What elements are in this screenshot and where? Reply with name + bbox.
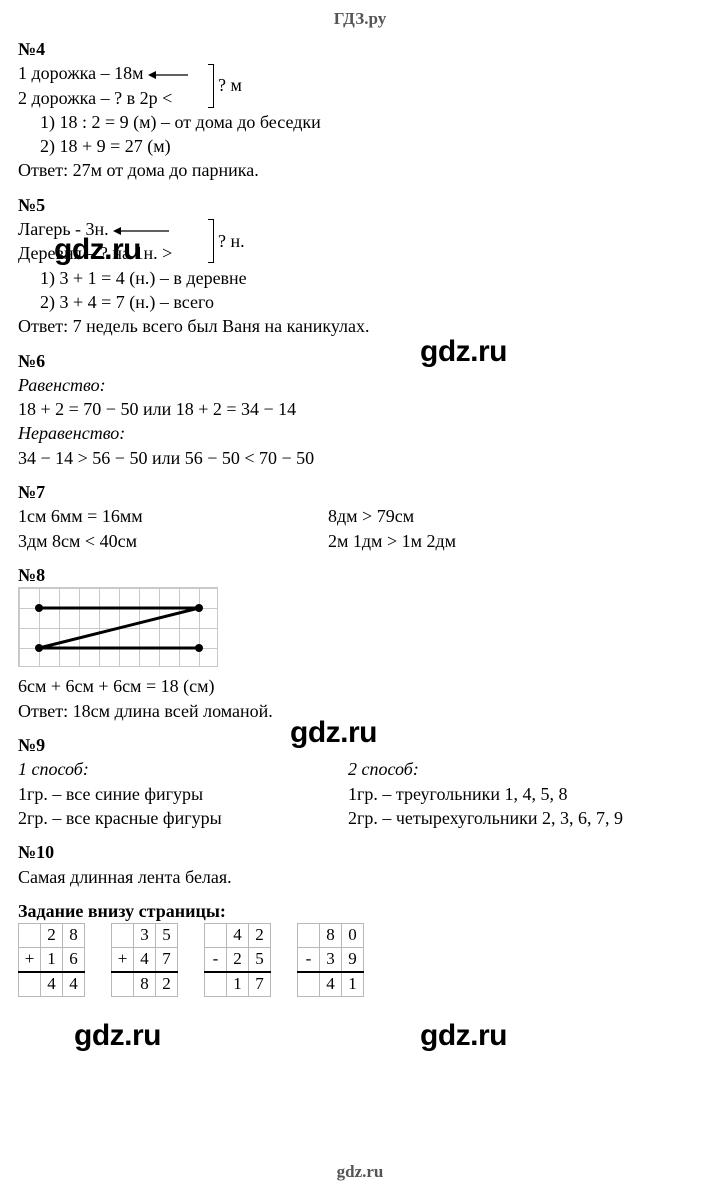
problem-8-title: №8 [18,563,702,587]
calc-cell [298,972,320,996]
problem-8: №8 6см + 6см + 6см = 18 (см) Ответ: 18см… [18,563,702,723]
calc-cell: 5 [156,924,178,948]
calc-cell: 1 [227,972,249,996]
problem-10-title: №10 [18,840,702,864]
calc-cell [298,924,320,948]
calc-cell: 3 [320,948,342,972]
calc-cell: 1 [342,972,364,996]
p7-r2c2: 2м 1дм > 1м 2дм [328,529,456,553]
calc-cell: 8 [63,924,85,948]
p9-m1-line2: 2гр. – все красные фигуры [18,806,348,830]
calc-cell: 4 [41,972,63,996]
vertical-calc: 80-3941 [297,923,364,997]
watermark: gdz.ru [54,230,141,271]
p5-step2: 2) 3 + 4 = 7 (н.) – всего [18,290,702,314]
watermark: gdz.ru [420,1016,507,1057]
p4-line2: 2 дорожка – ? в 2р < [18,86,206,110]
problem-10: №10 Самая длинная лента белая. [18,840,702,889]
calc-cell: 9 [342,948,364,972]
calc-cell: 5 [249,948,271,972]
problem-4-title: №4 [18,37,702,61]
calc-cell: 0 [342,924,364,948]
watermark: gdz.ru [290,713,377,754]
vertical-calc: 35 +4782 [111,923,178,997]
calc-cell: 6 [63,948,85,972]
calc-cell [19,924,41,948]
vertical-calc: 28 +1644 [18,923,85,997]
p9-m2-line1: 1гр. – треугольники 1, 4, 5, 8 [348,782,623,806]
p9-method1-header: 1 способ: [18,757,348,781]
problem-6-title: №6 [18,349,702,373]
p6-equality: 18 + 2 = 70 − 50 или 18 + 2 = 34 − 14 [18,397,702,421]
calc-cell: 7 [249,972,271,996]
calc-cell: 4 [134,948,156,972]
polyline-figure [19,588,219,668]
watermark: gdz.ru [74,1016,161,1057]
problem-6: №6 Равенство: 18 + 2 = 70 − 50 или 18 + … [18,349,702,470]
calc-cell [19,972,41,996]
calc-cell: 2 [227,948,249,972]
calc-cell: 7 [156,948,178,972]
p4-step2: 2) 18 + 9 = 27 (м) [18,134,702,158]
vertical-calcs: 28+164435+478242-251780-3941 [18,923,702,997]
problem-5-title: №5 [18,193,702,217]
p7-r1c1: 1см 6мм = 16мм [18,504,328,528]
p9-m2-line2: 2гр. – четырехугольники 2, 3, 6, 7, 9 [348,806,623,830]
calc-cell: 8 [320,924,342,948]
calc-cell: 4 [227,924,249,948]
calc-cell: + [112,948,134,972]
calc-cell: + [19,948,41,972]
grid-figure [18,587,218,667]
p8-calc: 6см + 6см + 6см = 18 (см) [18,674,702,698]
calc-cell: 1 [41,948,63,972]
p6-equality-header: Равенство: [18,373,702,397]
calc-cell: 2 [156,972,178,996]
vertical-calc: 42-2517 [204,923,271,997]
problem-7-title: №7 [18,480,702,504]
page-footer: gdz.ru [0,1161,720,1184]
p7-r2c1: 3дм 8см < 40см [18,529,328,553]
calc-cell: 4 [320,972,342,996]
p9-method2-header: 2 способ: [348,757,623,781]
calc-cell: - [205,948,227,972]
brace-icon [208,64,214,108]
p4-step1: 1) 18 : 2 = 9 (м) – от дома до беседки [18,110,702,134]
calc-cell: 8 [134,972,156,996]
p6-inequality: 34 − 14 > 56 − 50 или 56 − 50 < 70 − 50 [18,446,702,470]
calc-cell: 2 [249,924,271,948]
p9-m1-line1: 1гр. – все синие фигуры [18,782,348,806]
arrow-left-icon [148,69,190,81]
calc-cell: 3 [134,924,156,948]
calc-cell [205,972,227,996]
bottom-task: Задание внизу страницы: 28+164435+478242… [18,899,702,997]
p5-answer: Ответ: 7 недель всего был Ваня на канику… [18,314,702,338]
p4-line1: 1 дорожка – 18м [18,61,206,85]
calc-cell [112,972,134,996]
p10-answer: Самая длинная лента белая. [18,865,702,889]
calc-cell [205,924,227,948]
p7-r1c2: 8дм > 79см [328,504,414,528]
bottom-task-title: Задание внизу страницы: [18,899,702,923]
calc-cell: - [298,948,320,972]
watermark: gdz.ru [420,332,507,373]
calc-cell [112,924,134,948]
problem-4: №4 1 дорожка – 18м 2 дорожка – ? в 2р < … [18,37,702,183]
page-header: ГДЗ.ру [18,8,702,31]
p6-inequality-header: Неравенство: [18,421,702,445]
calc-cell: 4 [63,972,85,996]
p4-answer: Ответ: 27м от дома до парника. [18,158,702,182]
p5-bracket-label: ? н. [218,229,245,253]
p4-bracket-label: ? м [218,73,242,97]
calc-cell: 2 [41,924,63,948]
brace-icon [208,219,214,263]
problem-7: №7 1см 6мм = 16мм 8дм > 79см 3дм 8см < 4… [18,480,702,553]
